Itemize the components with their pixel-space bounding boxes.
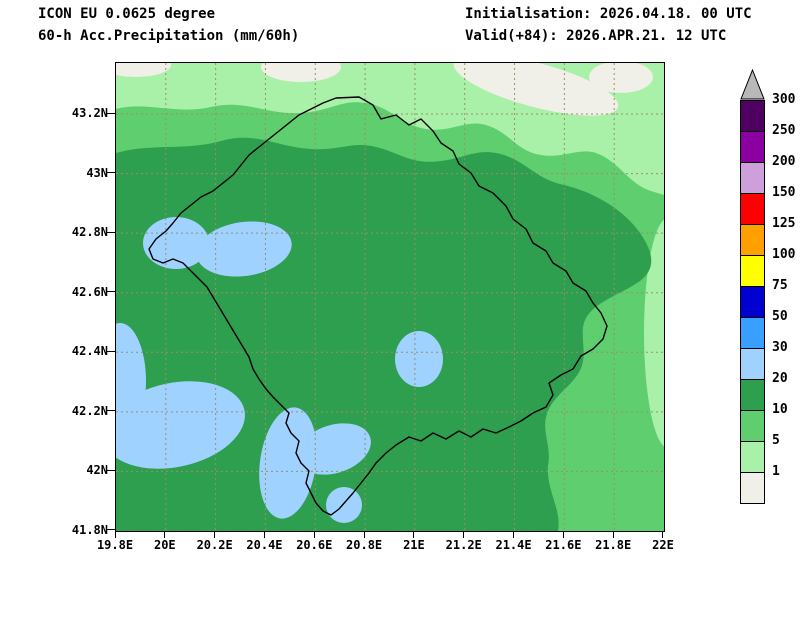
- colorbar-segment: [740, 410, 765, 442]
- colorbar-label: 125: [772, 216, 796, 231]
- precip-region-below1: [453, 63, 619, 116]
- lat-tick: [107, 291, 115, 293]
- lat-axis-label: 42.8N: [71, 225, 108, 240]
- valid-time: Valid(+84): 2026.APR.21. 12 UTC: [465, 28, 727, 44]
- colorbar-label: 10: [772, 402, 788, 417]
- colorbar-label: 250: [772, 123, 796, 138]
- colorbar-label: 1: [772, 464, 780, 479]
- lon-axis-label: 21.8E: [595, 538, 632, 552]
- colorbar-segment: [740, 348, 765, 380]
- lon-tick: [562, 531, 564, 538]
- precip-region-20-30: [259, 407, 317, 519]
- map-plot-area: [115, 62, 665, 532]
- lon-tick: [114, 531, 116, 538]
- lat-axis-label: 42.4N: [71, 344, 108, 359]
- colorbar-segment: [740, 131, 765, 163]
- lon-axis-label: 21.2E: [445, 538, 482, 552]
- lon-tick: [214, 531, 216, 538]
- colorbar-label: 200: [772, 154, 796, 169]
- lon-tick: [463, 531, 465, 538]
- colorbar-label: 100: [772, 247, 796, 262]
- model-title: ICON EU 0.0625 degree: [38, 6, 216, 22]
- lat-tick: [107, 112, 115, 114]
- lon-tick: [313, 531, 315, 538]
- colorbar-segment: [740, 317, 765, 349]
- colorbar-segment: [740, 441, 765, 473]
- lon-tick: [513, 531, 515, 538]
- lat-axis-label: 42N: [86, 463, 108, 478]
- lon-axis-label: 20.6E: [296, 538, 333, 552]
- lon-tick: [612, 531, 614, 538]
- precip-region-20-30: [116, 381, 245, 469]
- precip-region-20-30: [196, 221, 292, 277]
- lat-axis-label: 42.2N: [71, 403, 108, 418]
- colorbar-label: 300: [772, 92, 796, 107]
- lon-tick: [363, 531, 365, 538]
- lon-tick: [164, 531, 166, 538]
- precip-region-20-30: [326, 487, 362, 523]
- colorbar-label: 75: [772, 278, 788, 293]
- lat-tick: [107, 350, 115, 352]
- grid-lines: [116, 63, 664, 531]
- lat-tick: [107, 410, 115, 412]
- colorbar-segment: [740, 224, 765, 256]
- lat-axis-label: 42.6N: [71, 284, 108, 299]
- lat-tick: [107, 231, 115, 233]
- colorbar-segment: [740, 255, 765, 287]
- colorbar-label: 5: [772, 433, 780, 448]
- precip-region-20-30: [395, 331, 443, 387]
- lat-tick: [107, 469, 115, 471]
- colorbar-segment: [740, 100, 765, 132]
- colorbar-label: 30: [772, 340, 788, 355]
- lon-tick: [662, 531, 664, 538]
- lon-axis-label: 22E: [652, 538, 674, 552]
- lon-axis-label: 19.8E: [96, 538, 134, 552]
- precip-region-below1: [116, 63, 171, 77]
- lon-axis-label: 20.8E: [346, 538, 383, 552]
- country-border: [148, 96, 608, 516]
- colorbar-label: 50: [772, 309, 788, 324]
- lat-axis-label: 43.2N: [71, 106, 108, 120]
- precip-region-20-30: [143, 217, 209, 269]
- precip-region-below1: [261, 63, 341, 82]
- colorbar-segment: [740, 379, 765, 411]
- colorbar-overflow-arrow-icon: [740, 68, 765, 100]
- lon-tick: [413, 531, 415, 538]
- lat-axis-label: 43N: [86, 165, 108, 180]
- colorbar-segment: [740, 162, 765, 194]
- colorbar-label: 20: [772, 371, 788, 386]
- lon-axis-label: 21.6E: [545, 538, 582, 552]
- lon-axis-label: 20E: [153, 538, 176, 552]
- precip-region-below1: [589, 63, 653, 93]
- init-time: Initialisation: 2026.04.18. 00 UTC: [465, 6, 752, 22]
- lat-tick: [107, 172, 115, 174]
- lon-axis-label: 21.4E: [495, 538, 532, 552]
- colorbar-segment: [740, 286, 765, 318]
- colorbar-segment: [740, 472, 765, 504]
- colorbar-segment: [740, 193, 765, 225]
- parameter-title: 60-h Acc.Precipitation (mm/60h): [38, 28, 300, 44]
- lon-axis-label: 20.4E: [246, 538, 283, 552]
- colorbar-label: 150: [772, 185, 796, 200]
- precip-region-1-5-east-strip: [644, 219, 664, 447]
- precipitation-map: [116, 63, 664, 531]
- lon-axis-label: 20.2E: [196, 538, 233, 552]
- lon-tick: [263, 531, 265, 538]
- lon-axis-label: 21E: [403, 538, 425, 552]
- precip-region-20-30: [297, 423, 371, 475]
- lat-axis-label: 41.8N: [71, 522, 108, 537]
- lat-tick: [107, 529, 115, 531]
